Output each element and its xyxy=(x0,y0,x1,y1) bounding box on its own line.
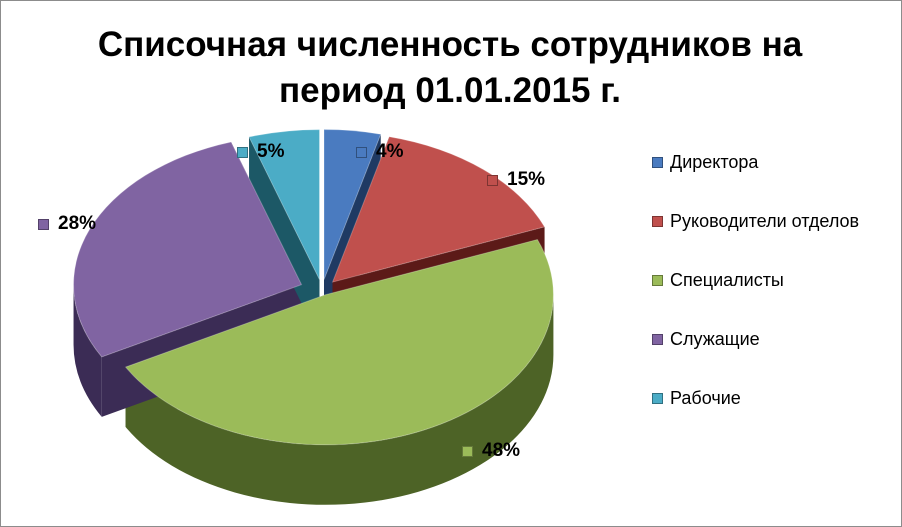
data-label-swatch-3 xyxy=(462,445,473,457)
legend-swatch-5 xyxy=(652,392,663,404)
pie-slice-3 xyxy=(124,238,554,446)
data-label-5: 5% xyxy=(237,141,284,163)
data-label-text-2: 15% xyxy=(507,169,546,190)
data-label-swatch-1 xyxy=(356,146,367,158)
chart-title-line-2: период 01.01.2015 г. xyxy=(278,71,622,110)
data-label-swatch-4 xyxy=(38,218,49,230)
chart-title-line-1: Списочная численность сотрудников на xyxy=(97,25,803,64)
data-label-3: 48% xyxy=(462,440,520,462)
data-label-2: 15% xyxy=(487,169,545,191)
data-label-1: 4% xyxy=(356,141,403,163)
legend-label-3: Специалисты xyxy=(670,269,784,290)
legend-item-2: Руководители отделов xyxy=(652,209,859,233)
legend-swatch-4 xyxy=(652,333,663,345)
data-label-text-4: 28% xyxy=(58,213,97,234)
slice-wall-5-1 xyxy=(249,136,320,340)
legend-swatch-1 xyxy=(652,156,663,168)
legend-item-4: Служащие xyxy=(652,327,760,351)
legend-label-5: Рабочие xyxy=(670,387,741,408)
slice-outer-wall-3 xyxy=(125,294,554,505)
legend-label-1: Директора xyxy=(670,151,759,172)
data-label-text-3: 48% xyxy=(482,440,521,461)
pie-slice-5 xyxy=(248,129,320,280)
legend-label-2: Руководители отделов xyxy=(670,210,860,231)
data-label-4: 28% xyxy=(38,213,96,235)
pie-slice-4 xyxy=(73,141,303,358)
data-label-text-1: 4% xyxy=(376,141,404,162)
slice-outer-wall-4 xyxy=(73,284,102,417)
pie-top-faces xyxy=(73,129,554,446)
data-label-text-5: 5% xyxy=(257,141,285,162)
data-label-swatch-5 xyxy=(237,146,248,158)
pie-slice-1 xyxy=(323,129,382,280)
legend-item-1: Директора xyxy=(652,150,758,174)
legend-swatch-3 xyxy=(652,274,663,286)
legend-swatch-2 xyxy=(652,215,663,227)
legend-label-4: Служащие xyxy=(670,328,760,349)
legend-item-3: Специалисты xyxy=(652,268,784,292)
pie-slice-2 xyxy=(331,136,546,283)
chart-title: Списочная численность сотрудников на пер… xyxy=(0,22,900,114)
legend-item-5: Рабочие xyxy=(652,386,741,410)
data-label-swatch-2 xyxy=(487,174,498,186)
